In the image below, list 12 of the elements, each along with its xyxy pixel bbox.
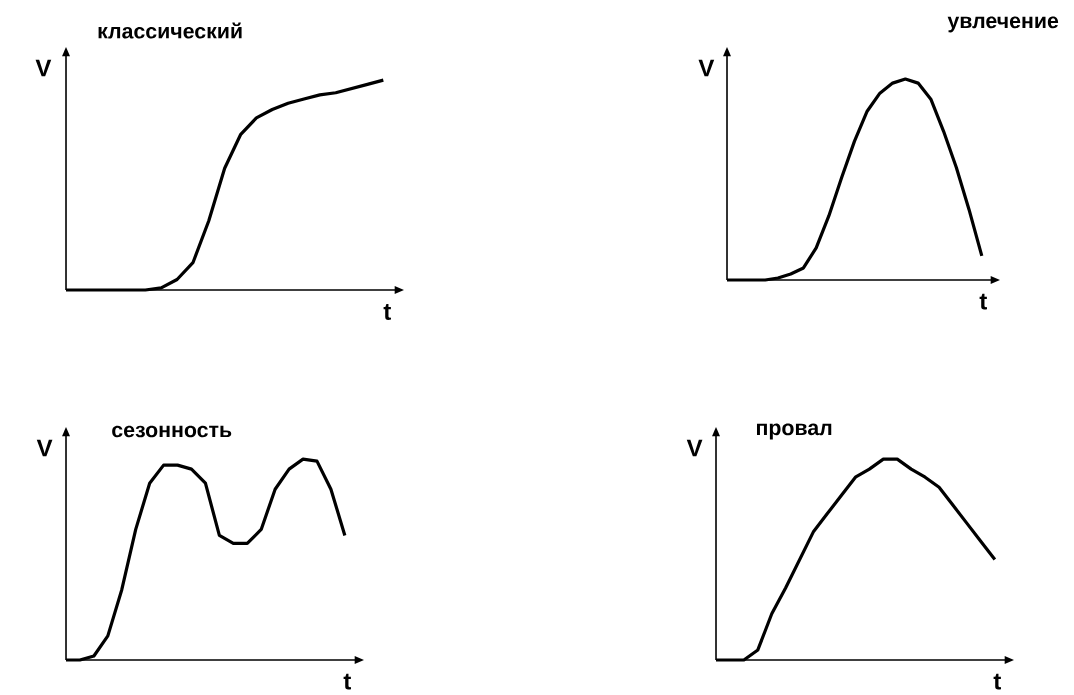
x-axis-title: t (383, 304, 391, 320)
x-axis-title: t (343, 673, 351, 690)
x-axis-title: t (979, 293, 987, 310)
chart-title: сезонность (112, 425, 232, 438)
chart-title: увлечение (947, 16, 1059, 33)
chart-title: классический (98, 22, 242, 39)
x-axis-title: t (993, 673, 1001, 690)
y-axis-title: V (36, 439, 53, 457)
y-axis-title: V (35, 59, 52, 77)
y-axis-title: V (698, 59, 715, 77)
chart-title: провал (757, 423, 832, 440)
y-axis-title: V (686, 439, 703, 457)
